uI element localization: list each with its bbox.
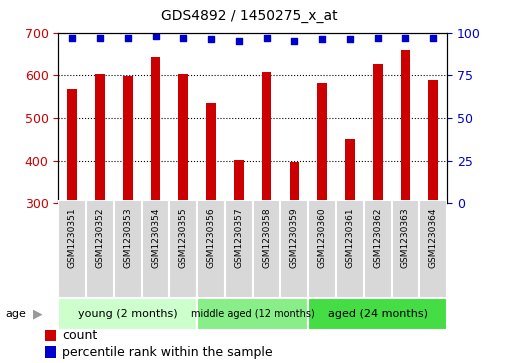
Bar [345,139,355,203]
FancyBboxPatch shape [253,200,280,298]
FancyBboxPatch shape [280,200,308,298]
Text: GSM1230359: GSM1230359 [290,208,299,268]
Text: GDS4892 / 1450275_x_at: GDS4892 / 1450275_x_at [161,9,337,23]
Point [290,38,298,44]
Text: young (2 months): young (2 months) [78,309,178,319]
Text: GSM1230354: GSM1230354 [151,208,160,268]
FancyBboxPatch shape [58,298,197,330]
Bar [290,162,299,203]
Point [401,35,409,41]
FancyBboxPatch shape [364,200,392,298]
FancyBboxPatch shape [114,200,142,298]
Bar [206,103,216,203]
Point [346,37,354,42]
Text: age: age [5,309,26,319]
Text: GSM1230351: GSM1230351 [68,208,77,268]
FancyBboxPatch shape [419,200,447,298]
Bar [151,57,161,203]
Point [179,35,187,41]
FancyBboxPatch shape [197,200,225,298]
FancyBboxPatch shape [197,298,308,330]
Bar [68,89,77,203]
FancyBboxPatch shape [308,200,336,298]
FancyBboxPatch shape [86,200,114,298]
Text: GSM1230353: GSM1230353 [123,208,132,268]
Point [68,35,76,41]
Point [151,33,160,39]
Point [263,35,271,41]
Bar [318,83,327,203]
Point [124,35,132,41]
Point [429,35,437,41]
Bar [400,50,410,203]
Text: percentile rank within the sample: percentile rank within the sample [62,346,273,359]
Text: ▶: ▶ [33,307,43,321]
Bar [178,74,188,203]
Text: GSM1230357: GSM1230357 [234,208,243,268]
Point [207,37,215,42]
FancyBboxPatch shape [170,200,197,298]
Text: GSM1230356: GSM1230356 [207,208,215,268]
Point [235,38,243,44]
Text: GSM1230358: GSM1230358 [262,208,271,268]
Bar [262,72,271,203]
Text: GSM1230352: GSM1230352 [96,208,105,268]
Text: GSM1230361: GSM1230361 [345,208,355,268]
Text: middle aged (12 months): middle aged (12 months) [191,309,314,319]
Text: GSM1230364: GSM1230364 [429,208,438,268]
FancyBboxPatch shape [225,200,253,298]
Bar [95,74,105,203]
Point [96,35,104,41]
Text: count: count [62,329,98,342]
Bar [123,76,133,203]
FancyBboxPatch shape [142,200,170,298]
Text: GSM1230360: GSM1230360 [318,208,327,268]
Bar [45,330,56,341]
Bar [45,346,56,358]
FancyBboxPatch shape [58,200,86,298]
Bar [428,81,438,203]
Text: aged (24 months): aged (24 months) [328,309,428,319]
Text: GSM1230362: GSM1230362 [373,208,382,268]
Bar [373,64,383,203]
Text: GSM1230363: GSM1230363 [401,208,410,268]
FancyBboxPatch shape [308,298,447,330]
Text: GSM1230355: GSM1230355 [179,208,188,268]
FancyBboxPatch shape [336,200,364,298]
Point [373,35,382,41]
FancyBboxPatch shape [392,200,419,298]
Point [318,37,326,42]
Bar [234,160,244,203]
